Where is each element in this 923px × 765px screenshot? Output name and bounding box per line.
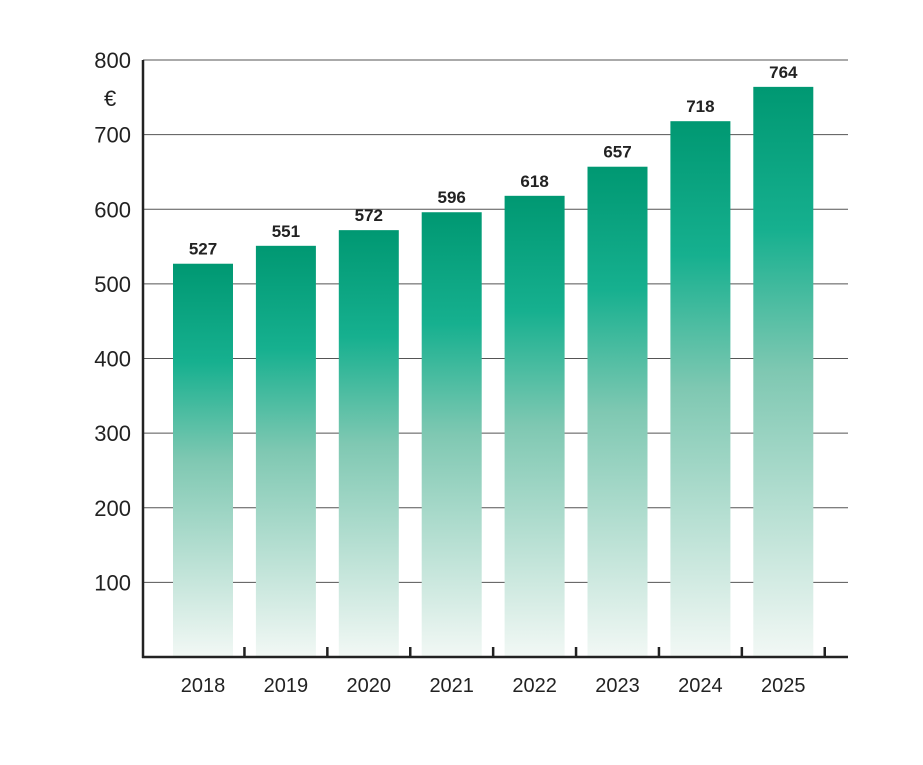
y-tick-label: 700 bbox=[94, 123, 131, 148]
x-tick-label: 2023 bbox=[595, 675, 640, 697]
x-tick-label: 2020 bbox=[347, 675, 392, 697]
y-tick-label: 200 bbox=[94, 496, 131, 521]
y-tick-label: 800 bbox=[94, 48, 131, 73]
bar bbox=[255, 245, 316, 657]
y-tick-label: 600 bbox=[94, 197, 131, 222]
y-tick-label: 400 bbox=[94, 347, 131, 372]
bar-value-label: 596 bbox=[438, 188, 466, 207]
x-tick-label: 2019 bbox=[264, 675, 309, 697]
gridlines bbox=[143, 59, 848, 583]
bar-value-label: 718 bbox=[686, 97, 714, 116]
bar bbox=[504, 195, 565, 657]
x-tick-label: 2025 bbox=[761, 675, 806, 697]
bar-value-label: 618 bbox=[520, 172, 548, 191]
bar bbox=[670, 121, 731, 657]
bar-value-label: 527 bbox=[189, 240, 217, 259]
bar-value-label: 572 bbox=[355, 206, 383, 225]
axes bbox=[141, 60, 848, 659]
bar-value-label: 551 bbox=[272, 222, 300, 241]
bar bbox=[338, 230, 399, 657]
x-tick-label: 2018 bbox=[181, 675, 226, 697]
bar bbox=[753, 86, 814, 658]
bar-value-label: 657 bbox=[603, 143, 631, 162]
bar-value-label: 764 bbox=[769, 63, 798, 82]
bars bbox=[173, 86, 814, 658]
y-tick-label: 300 bbox=[94, 421, 131, 446]
x-tick-label: 2022 bbox=[512, 675, 557, 697]
x-tick-label: 2024 bbox=[678, 675, 723, 697]
bar bbox=[421, 212, 482, 658]
bar bbox=[173, 263, 233, 657]
x-tick-label: 2021 bbox=[429, 675, 474, 697]
y-tick-label: 100 bbox=[94, 570, 131, 595]
labels: € 100 200 300 400 500 600 700 800 527 2018 551 2019… bbox=[94, 48, 805, 697]
bar bbox=[587, 166, 648, 657]
y-axis-unit-label: € bbox=[104, 86, 116, 111]
y-tick-label: 500 bbox=[94, 272, 131, 297]
